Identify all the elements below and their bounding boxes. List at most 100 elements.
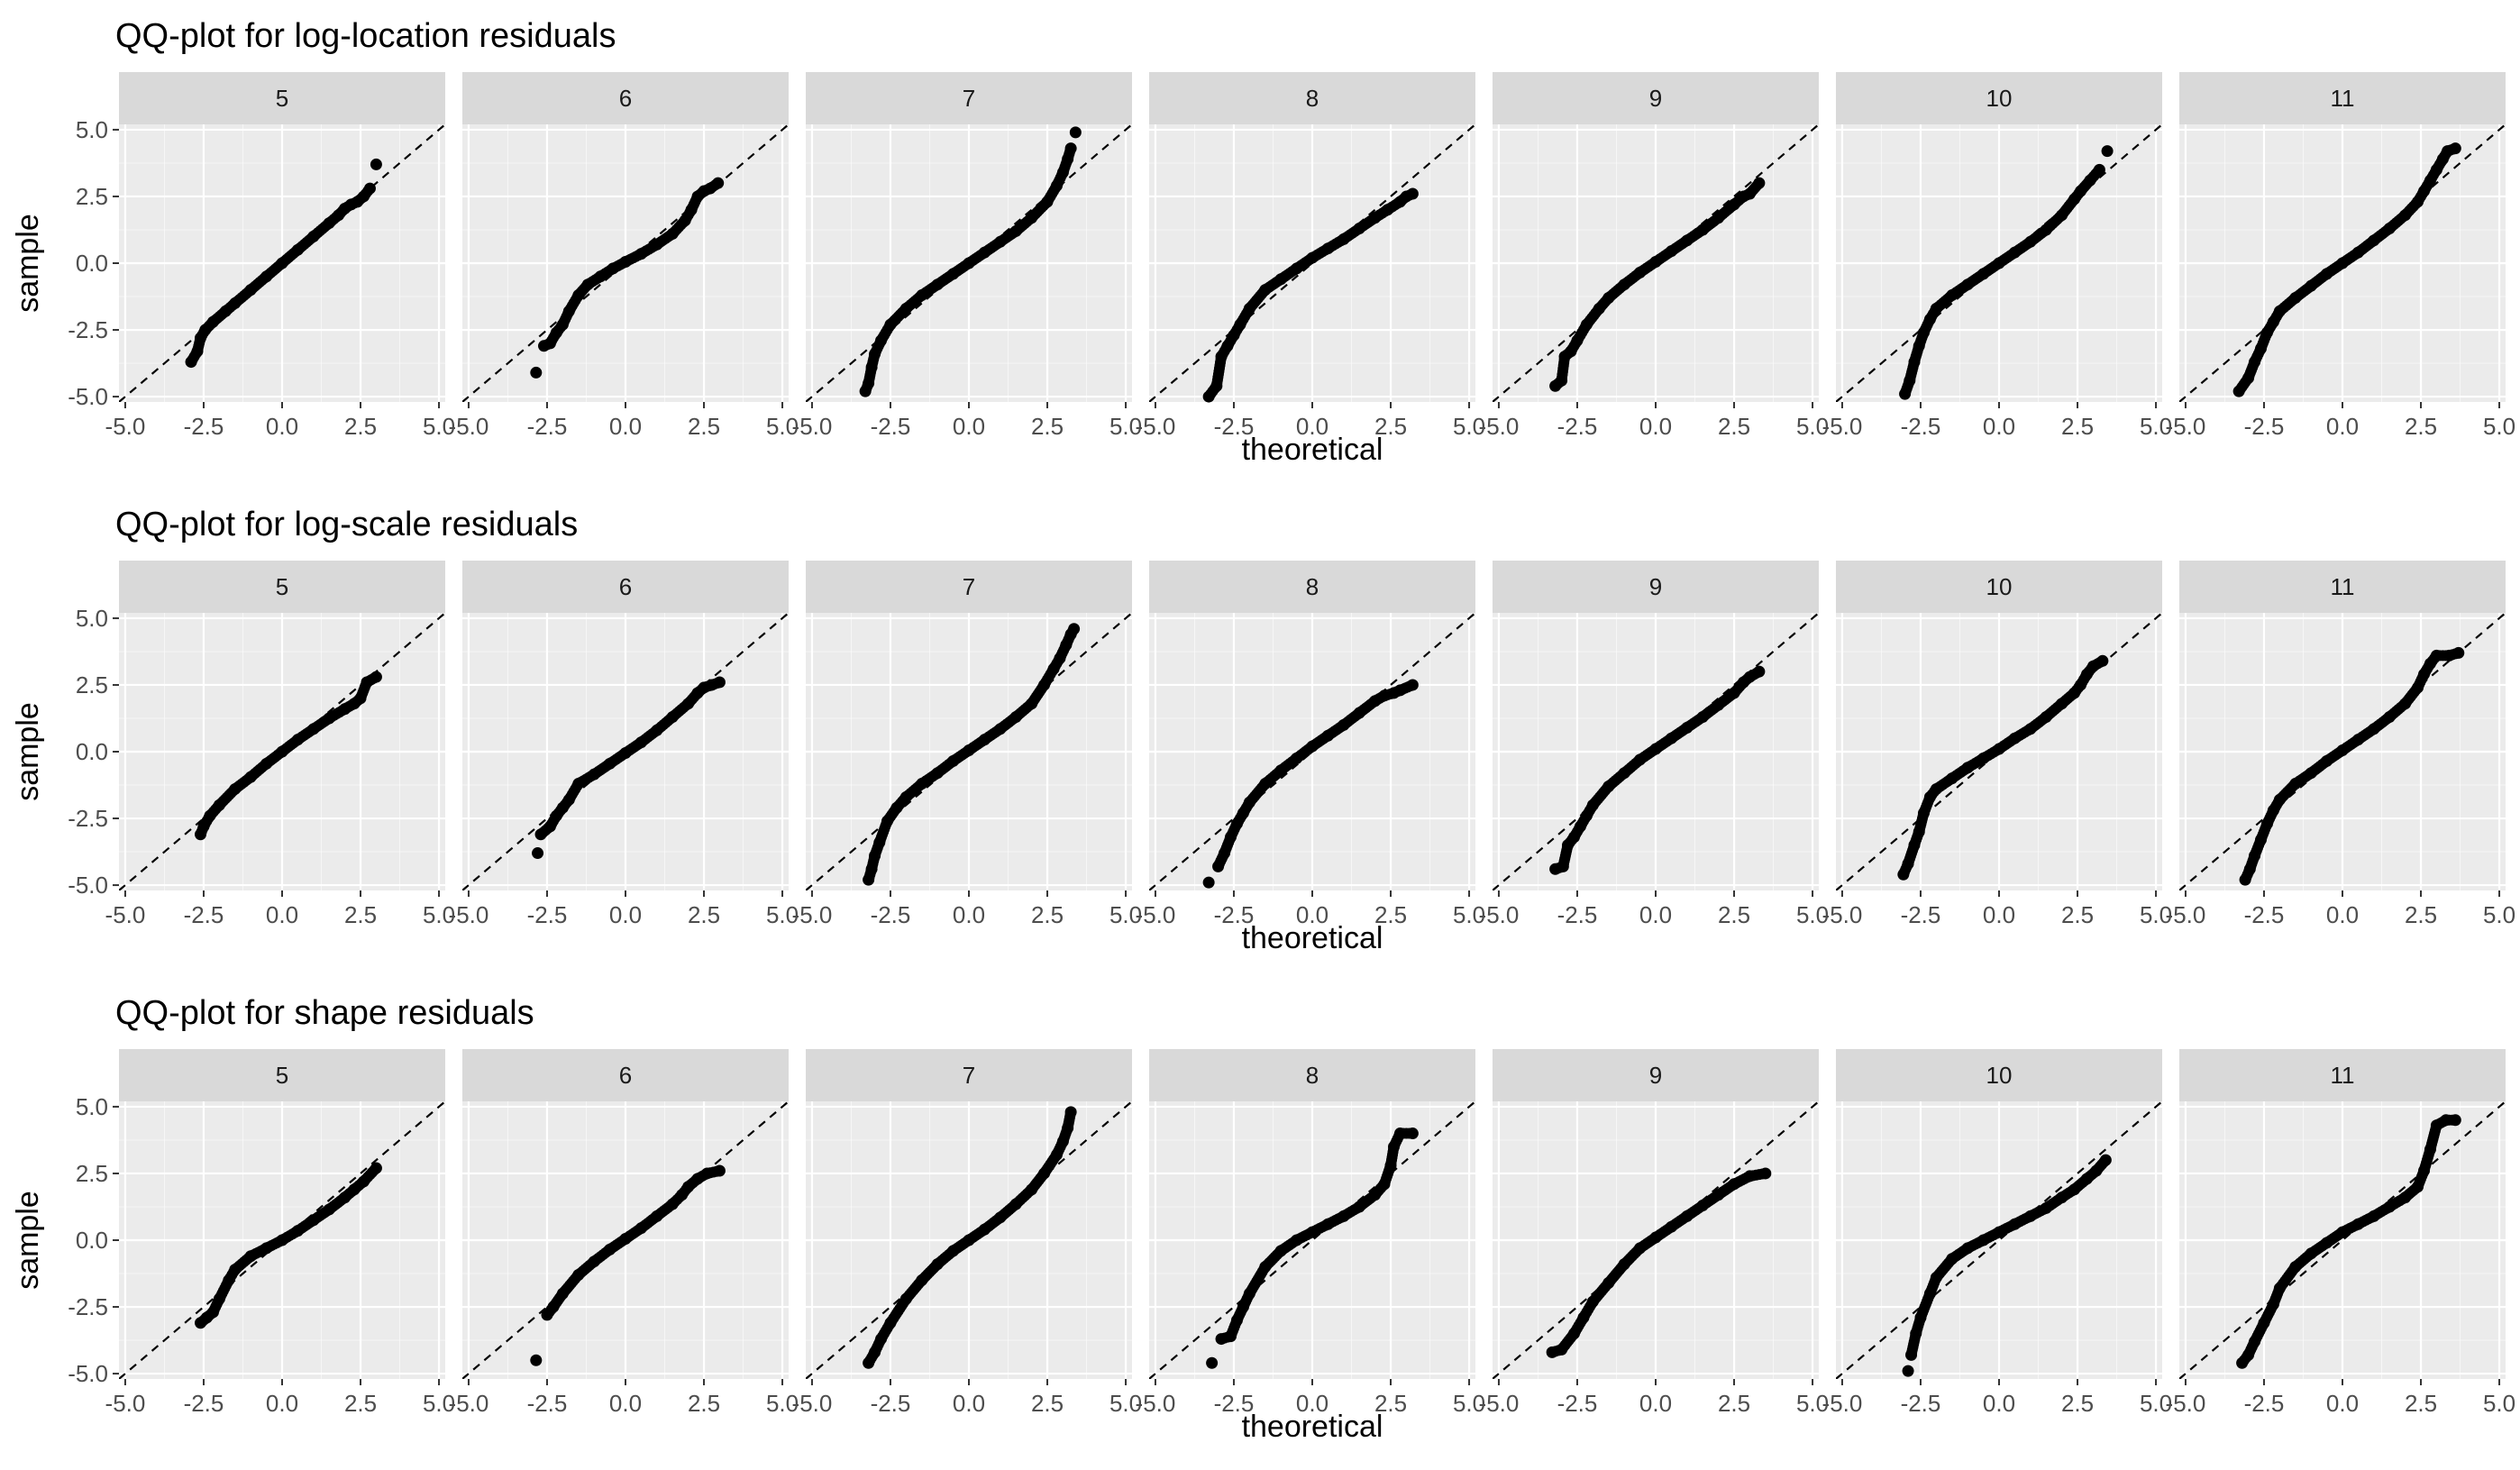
chart-title: QQ-plot for log-scale residuals [115,506,578,543]
y-axis-title: sample [11,1191,45,1290]
qq-point [2449,142,2461,155]
y-tick-label: -2.5 [68,316,108,343]
y-tick-label: 5.0 [76,1093,108,1120]
x-tick-label: 2.5 [2405,413,2437,440]
facet-panel-8: 8 -5.0 -2.5 0.0 2.5 5.0 [1136,72,1485,440]
qq-point [1753,665,1766,678]
qq-point [1206,1356,1219,1369]
x-tick-label: 0.0 [2326,901,2359,928]
y-tick-label: -2.5 [68,805,108,832]
x-tick-label: -5.0 [792,413,833,440]
facet-strip-label: 8 [1306,1062,1319,1089]
facet-strip [1836,1049,2162,1101]
x-tick-label: 5.0 [2140,901,2172,928]
x-tick-label: -5.0 [449,1390,489,1417]
x-tick-label: 0.0 [1296,1390,1328,1417]
x-tick-label: 5.0 [1453,1390,1485,1417]
qq-point [1902,1365,1914,1377]
x-tick-label: -2.5 [527,413,568,440]
qq-point [1069,126,1082,139]
facet-strip-label: 9 [1649,573,1662,600]
x-tick-label: -5.0 [1822,413,1863,440]
x-tick-label: 2.5 [688,1390,720,1417]
chart-row-1: QQ-plot for log-location residuals sample… [11,17,2515,467]
x-tick-label: -2.5 [1901,413,1941,440]
facet-panel-5: 5 -5.0 -2.5 0.0 2.5 5.0 [105,561,455,928]
x-tick-label: -5.0 [2166,413,2206,440]
x-tick-label: 2.5 [1718,413,1750,440]
x-tick-label: 0.0 [266,413,298,440]
facet-strip [1149,561,1475,613]
x-tick-label: 5.0 [1109,1390,1142,1417]
qq-point [1406,1128,1419,1140]
x-tick-label: -2.5 [871,901,911,928]
facet-panel-10: 10 -5.0 -2.5 0.0 2.5 5.0 [1822,1049,2172,1417]
x-tick-label: -2.5 [1557,413,1598,440]
x-tick-label: -5.0 [1479,413,1520,440]
x-tick-label: 5.0 [766,1390,799,1417]
y-tick-label: 2.5 [76,671,108,698]
x-tick-label: -2.5 [2244,901,2285,928]
x-tick-label: 5.0 [423,413,455,440]
y-tick-label: -2.5 [68,1293,108,1320]
x-tick-label: 0.0 [609,413,642,440]
y-tick-label: 2.5 [76,183,108,210]
x-tick-label: 2.5 [1374,1390,1407,1417]
facet-panel-9: 9 -5.0 -2.5 0.0 2.5 5.0 [1479,561,1829,928]
x-tick-label: -5.0 [1822,901,1863,928]
x-tick-label: 5.0 [2483,901,2515,928]
facet-panel-11: 11 -5.0 -2.5 0.0 2.5 5.0 [2166,1049,2515,1417]
x-tick-label: -5.0 [792,901,833,928]
x-tick-label: 2.5 [688,901,720,928]
facet-strip [2179,1049,2506,1101]
x-tick-label: -2.5 [184,901,224,928]
facet-strip-label: 10 [1986,573,2013,600]
x-tick-label: 0.0 [1983,1390,2015,1417]
facet-strip [1836,561,2162,613]
x-tick-label: -5.0 [1479,901,1520,928]
facet-strip-label: 9 [1649,1062,1662,1089]
x-tick-label: -5.0 [1479,1390,1520,1417]
facet-strip-label: 6 [619,1062,632,1089]
facet-strip [1493,561,1819,613]
qq-point [1406,679,1419,691]
chart-title: QQ-plot for shape residuals [115,994,534,1032]
facet-strip-label: 9 [1649,85,1662,112]
x-tick-label: 0.0 [1296,901,1328,928]
qq-point [2099,1154,2112,1166]
facet-strip [2179,72,2506,124]
x-tick-label: -5.0 [2166,901,2206,928]
facet-strip [119,561,445,613]
qq-point [370,671,382,683]
x-axis-title: theoretical [1242,1410,1383,1444]
x-tick-label: -2.5 [2244,1390,2285,1417]
x-tick-label: -2.5 [527,1390,568,1417]
facet-strip-label: 6 [619,573,632,600]
facet-panel-6: 6 -5.0 -2.5 0.0 2.5 5.0 [449,561,799,928]
x-tick-label: 2.5 [1718,1390,1750,1417]
facet-panel-6: 6 -5.0 -2.5 0.0 2.5 5.0 [449,72,799,440]
facet-panel-8: 8 -5.0 -2.5 0.0 2.5 5.0 [1136,1049,1485,1417]
x-tick-label: 2.5 [1374,901,1407,928]
x-tick-label: 0.0 [1639,901,1672,928]
x-tick-label: 5.0 [2140,413,2172,440]
x-tick-label: 5.0 [2483,413,2515,440]
qq-point [530,1354,543,1366]
x-tick-label: -5.0 [105,1390,146,1417]
facet-panel-6: 6 -5.0 -2.5 0.0 2.5 5.0 [449,1049,799,1417]
x-tick-label: 2.5 [2061,901,2094,928]
qq-point [1064,1106,1077,1118]
x-tick-label: 2.5 [1374,413,1407,440]
x-tick-label: -5.0 [1136,1390,1176,1417]
x-tick-label: 0.0 [953,1390,985,1417]
y-tick-label: 5.0 [76,605,108,632]
facet-panel-7: 7 -5.0 -2.5 0.0 2.5 5.0 [792,72,1142,440]
x-tick-label: 5.0 [1453,413,1485,440]
facet-panel-8: 8 -5.0 -2.5 0.0 2.5 5.0 [1136,561,1485,928]
qq-point [363,182,376,195]
x-tick-label: 2.5 [2061,413,2094,440]
chart-row-2: QQ-plot for log-scale residuals sample -5.… [11,506,2515,955]
x-tick-label: 5.0 [766,901,799,928]
x-tick-label: -2.5 [1901,901,1941,928]
x-tick-label: 5.0 [1796,413,1829,440]
